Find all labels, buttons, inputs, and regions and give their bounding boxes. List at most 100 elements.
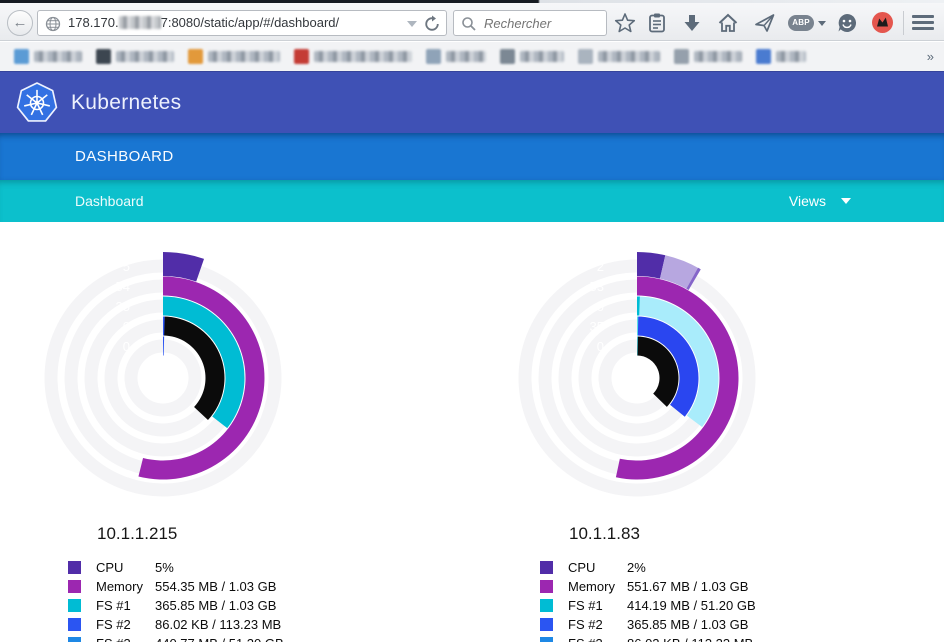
legend-label: CPU	[96, 560, 124, 575]
legend-row: CPU 2%	[540, 558, 880, 577]
legend-swatch	[540, 637, 553, 642]
legend-swatch	[68, 637, 81, 642]
bookmark-item[interactable]	[294, 42, 412, 71]
legend-value: 2%	[627, 560, 646, 575]
bookmark-label-blurred	[208, 51, 280, 62]
gauge-arc	[659, 255, 700, 290]
search-icon	[462, 17, 476, 31]
gauge-arc	[637, 336, 638, 356]
gauge-tick-label: 0	[123, 339, 130, 354]
gauge-tick-label: 35	[590, 319, 604, 334]
gauge-tick-label: 35	[116, 299, 130, 314]
breadcrumb-bar: Dashboard Views	[0, 180, 944, 222]
url-suffix: 7:8080/static/app/#/dashboard/	[160, 15, 340, 30]
back-button[interactable]: ←	[7, 10, 33, 36]
legend-label: FS #3	[568, 636, 627, 642]
legend-value: 414.19 MB / 51.20 GB	[627, 598, 756, 613]
gauge-track	[124, 339, 202, 417]
reading-list-icon[interactable]	[646, 12, 668, 34]
gauge-arc	[637, 316, 639, 336]
bookmark-label-blurred	[314, 51, 412, 62]
gauge-tick-label: 2	[597, 259, 604, 274]
bookmark-item[interactable]	[674, 42, 742, 71]
legend-row: FS #3440.77 MB / 51.20 GB	[68, 634, 408, 642]
gauge-arc	[637, 252, 666, 279]
legend-label: FS #2	[568, 617, 603, 632]
bookmark-favicon	[294, 49, 309, 64]
legend-value: 551.67 MB / 1.03 GB	[627, 579, 749, 594]
node-title: 10.1.1.83	[569, 524, 640, 543]
bookmark-item[interactable]	[426, 42, 486, 71]
node-panel: 10.1.1.83 CPU 2% Memory 551.67 MB / 1.03 GB…	[540, 524, 880, 642]
search-box[interactable]	[453, 10, 607, 36]
gauge-arc	[637, 296, 719, 428]
gauge-arc	[163, 316, 225, 420]
gauge-tick-label: 5	[123, 259, 130, 274]
bookmark-item[interactable]	[756, 42, 806, 71]
legend-label: FS #2	[96, 617, 131, 632]
gauge-arc	[637, 296, 640, 316]
gauge-arc	[637, 336, 679, 407]
legend-row: FS #2 365.85 MB / 1.03 GB	[540, 615, 880, 634]
bookmark-favicon	[188, 49, 203, 64]
node-gauge-chart-2: 2 53 0 35 0	[518, 252, 756, 497]
bookmark-item[interactable]	[14, 42, 82, 71]
bookmark-item[interactable]	[188, 42, 280, 71]
bookmark-favicon	[578, 49, 593, 64]
gauge-tick-label: 54	[116, 279, 130, 294]
bookmark-label-blurred	[776, 51, 806, 62]
bookmark-favicon	[500, 49, 515, 64]
send-tab-icon[interactable]	[754, 12, 776, 34]
dashboard-content: 5 54 35 0 0 2 53 0 35 0 10.1.1.215 CPU 5% Memory 55…	[0, 222, 944, 642]
bookmarks-bar: »	[0, 42, 944, 71]
extension-red-icon[interactable]	[872, 12, 893, 33]
legend: CPU 5% Memory 554.35 MB / 1.03 GB FS #1 365.8…	[68, 558, 408, 642]
legend-value: 440.77 MB / 51.20 GB	[155, 636, 284, 642]
legend-row: FS #386.02 KB / 113.23 MB	[540, 634, 880, 642]
chat-smiley-icon[interactable]	[836, 12, 858, 34]
gauge-arc	[163, 296, 245, 429]
node-panel: 10.1.1.215 CPU 5% Memory 554.35 MB / 1.03 G…	[68, 524, 408, 642]
downloads-icon[interactable]	[681, 12, 703, 34]
bookmark-item[interactable]	[578, 42, 660, 71]
bookmark-label-blurred	[520, 51, 564, 62]
gauge-arc	[163, 252, 205, 282]
chevron-down-icon	[841, 198, 851, 204]
gauge-arc	[615, 276, 739, 480]
adblock-plus-icon[interactable]: ABP	[788, 15, 814, 31]
reload-icon[interactable]	[423, 15, 441, 33]
legend-label: Memory	[568, 579, 615, 594]
menu-icon[interactable]	[912, 15, 934, 31]
legend-row: FS #1 365.85 MB / 1.03 GB	[68, 596, 408, 615]
node-title: 10.1.1.215	[97, 524, 178, 543]
legend-row: Memory 554.35 MB / 1.03 GB	[68, 577, 408, 596]
gauge-tick-label: 0	[123, 319, 130, 334]
url-bar[interactable]: 178.170. 7:8080/static/app/#/dashboard/	[37, 10, 447, 36]
legend-value: 365.85 MB / 1.03 GB	[155, 598, 277, 613]
url-dropdown-icon[interactable]	[407, 21, 417, 27]
bookmark-item[interactable]	[96, 42, 174, 71]
legend-swatch	[540, 599, 553, 612]
legend-row: FS #1 414.19 MB / 51.20 GB	[540, 596, 880, 615]
bookmark-label-blurred	[116, 51, 174, 62]
views-dropdown[interactable]: Views	[789, 180, 851, 222]
legend-value: 86.02 KB / 113.23 MB	[627, 636, 753, 642]
url-text[interactable]: 178.170. 7:8080/static/app/#/dashboard/	[68, 11, 339, 35]
bookmark-item[interactable]	[500, 42, 564, 71]
site-globe-icon	[45, 16, 61, 32]
bookmarks-overflow-chevron[interactable]: »	[926, 49, 934, 64]
gauge-arc	[686, 267, 701, 291]
kubernetes-header: Kubernetes	[0, 71, 944, 133]
bookmark-favicon	[426, 49, 441, 64]
kubernetes-logo-icon	[16, 82, 58, 122]
bookmark-star-icon[interactable]	[614, 12, 636, 34]
legend-label: Memory	[96, 579, 143, 594]
adblock-caret-icon[interactable]	[818, 21, 826, 26]
search-input[interactable]	[482, 13, 600, 33]
legend-swatch	[540, 580, 553, 593]
legend-row: FS #2 86.02 KB / 113.23 MB	[68, 615, 408, 634]
tab-dashboard[interactable]: DASHBOARD	[75, 148, 174, 165]
home-icon[interactable]	[717, 12, 739, 34]
legend-swatch	[68, 599, 81, 612]
bookmark-favicon	[756, 49, 771, 64]
